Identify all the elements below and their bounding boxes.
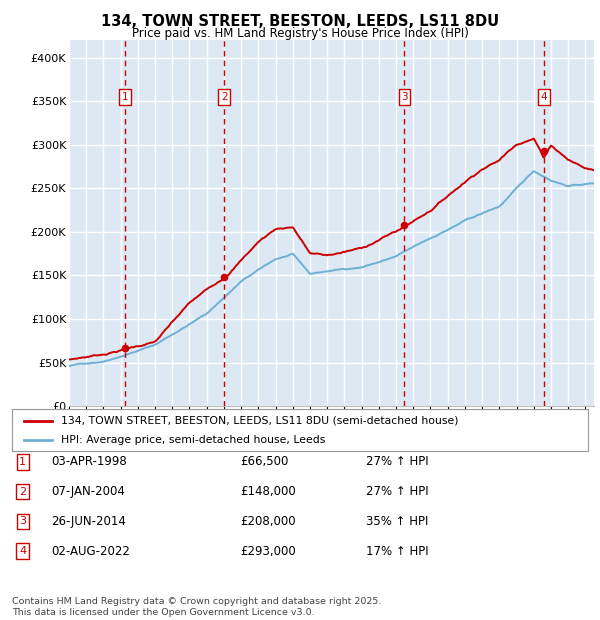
Text: £208,000: £208,000 <box>240 515 296 528</box>
Text: 2: 2 <box>19 487 26 497</box>
Text: 17% ↑ HPI: 17% ↑ HPI <box>366 545 428 557</box>
Text: 134, TOWN STREET, BEESTON, LEEDS, LS11 8DU (semi-detached house): 134, TOWN STREET, BEESTON, LEEDS, LS11 8… <box>61 415 458 425</box>
Text: 27% ↑ HPI: 27% ↑ HPI <box>366 456 428 468</box>
Text: £148,000: £148,000 <box>240 485 296 498</box>
Text: 4: 4 <box>541 92 547 102</box>
Text: 03-APR-1998: 03-APR-1998 <box>51 456 127 468</box>
Text: 02-AUG-2022: 02-AUG-2022 <box>51 545 130 557</box>
Text: 4: 4 <box>19 546 26 556</box>
Text: 3: 3 <box>19 516 26 526</box>
Text: Price paid vs. HM Land Registry's House Price Index (HPI): Price paid vs. HM Land Registry's House … <box>131 27 469 40</box>
Text: 1: 1 <box>19 457 26 467</box>
Text: 27% ↑ HPI: 27% ↑ HPI <box>366 485 428 498</box>
Text: HPI: Average price, semi-detached house, Leeds: HPI: Average price, semi-detached house,… <box>61 435 325 445</box>
Text: 134, TOWN STREET, BEESTON, LEEDS, LS11 8DU: 134, TOWN STREET, BEESTON, LEEDS, LS11 8… <box>101 14 499 29</box>
Text: £66,500: £66,500 <box>240 456 289 468</box>
Text: 35% ↑ HPI: 35% ↑ HPI <box>366 515 428 528</box>
Text: Contains HM Land Registry data © Crown copyright and database right 2025.
This d: Contains HM Land Registry data © Crown c… <box>12 598 382 617</box>
Text: £293,000: £293,000 <box>240 545 296 557</box>
Text: 07-JAN-2004: 07-JAN-2004 <box>51 485 125 498</box>
Text: 1: 1 <box>122 92 128 102</box>
Text: 2: 2 <box>221 92 227 102</box>
Text: 3: 3 <box>401 92 408 102</box>
Text: 26-JUN-2014: 26-JUN-2014 <box>51 515 126 528</box>
